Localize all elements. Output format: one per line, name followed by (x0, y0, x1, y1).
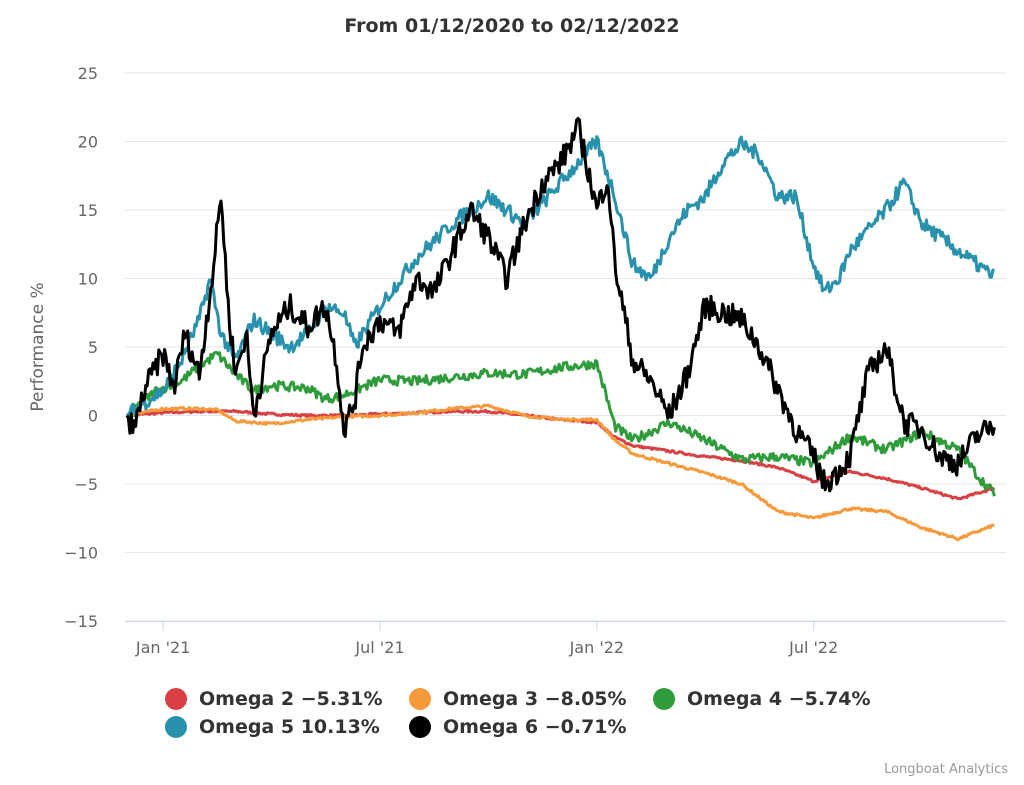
legend: Omega 2 −5.31% Omega 3 −8.05% Omega 4 −5.7… (165, 688, 925, 738)
legend-item-omega-3[interactable]: Omega 3 −8.05% (409, 688, 653, 710)
legend-marker-icon (653, 688, 675, 710)
y-tick-label: −5 (74, 475, 98, 494)
legend-item-omega-4[interactable]: Omega 4 −5.74% (653, 688, 913, 710)
legend-item-omega-6[interactable]: Omega 6 −0.71% (409, 716, 653, 738)
legend-item-omega-5[interactable]: Omega 5 10.13% (165, 716, 409, 738)
x-tick-label: Jul '21 (354, 638, 404, 657)
series-line-omega-4[interactable] (126, 351, 996, 497)
y-tick-label: 0 (88, 407, 98, 426)
legend-label: Omega 2 −5.31% (199, 688, 383, 710)
series-line-omega-3[interactable] (126, 403, 995, 542)
legend-marker-icon (165, 716, 187, 738)
y-axis-ticks: 25 20 15 10 5 0 −10 −5 −15 (64, 64, 98, 631)
y-tick-label: 20 (78, 133, 98, 152)
y-axis-label: Performance % (28, 282, 48, 411)
chart-title: From 01/12/2020 to 02/12/2022 (344, 15, 679, 37)
legend-item-omega-2[interactable]: Omega 2 −5.31% (165, 688, 409, 710)
x-tick-label: Jan '21 (135, 638, 191, 657)
y-tick-label: 25 (78, 64, 98, 83)
series-line-omega-6[interactable] (125, 117, 996, 493)
legend-label: Omega 5 10.13% (199, 716, 380, 738)
x-axis: Jan '21 Jul '21 Jan '22 Jul '22 (125, 621, 1006, 657)
y-tick-label: 10 (78, 270, 98, 289)
legend-label: Omega 6 −0.71% (443, 716, 627, 738)
credits-link[interactable]: Longboat Analytics (884, 762, 1008, 777)
y-tick-label: 15 (78, 201, 98, 220)
legend-label: Omega 4 −5.74% (687, 688, 871, 710)
x-tick-label: Jul '22 (788, 638, 838, 657)
legend-marker-icon (409, 716, 431, 738)
legend-label: Omega 3 −8.05% (443, 688, 627, 710)
y-tick-label: −10 (64, 544, 98, 563)
x-tick-label: Jan '22 (569, 638, 625, 657)
series-lines[interactable] (125, 117, 996, 542)
y-tick-label: 5 (88, 338, 98, 357)
y-tick-label: −15 (64, 612, 98, 631)
legend-marker-icon (409, 688, 431, 710)
legend-marker-icon (165, 688, 187, 710)
